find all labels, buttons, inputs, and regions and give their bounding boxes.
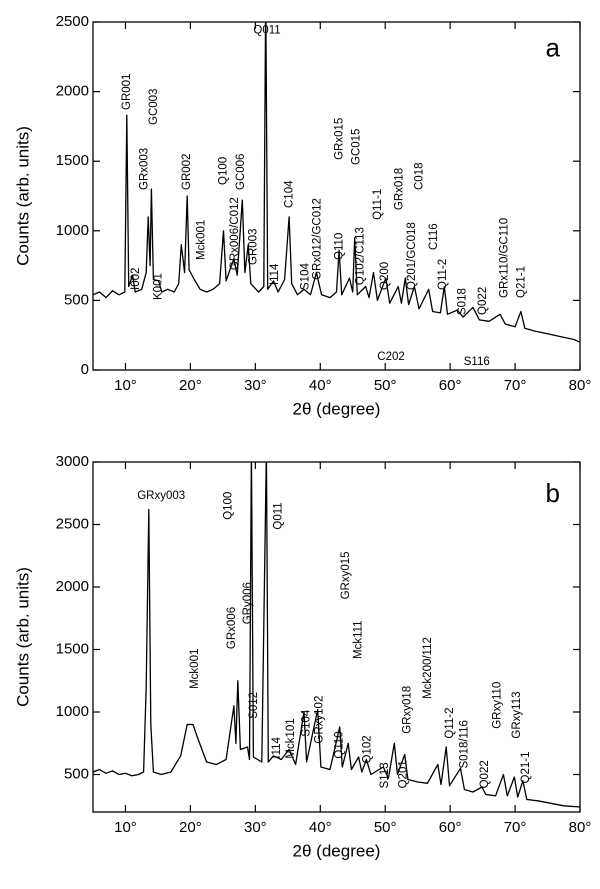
panel-label: a	[545, 33, 560, 63]
annotation: GRx018	[394, 168, 406, 210]
x-tick-label: 10°	[114, 819, 137, 836]
annotation: S104	[301, 709, 313, 736]
annotation: Q110	[334, 233, 346, 260]
annotation: Mck101	[285, 718, 297, 758]
plot-frame	[92, 461, 581, 813]
annotation: Q011	[253, 24, 280, 36]
x-tick-label: 80°	[569, 819, 592, 836]
annotation: C104	[284, 180, 296, 208]
y-axis-label: Counts (arb. units)	[13, 126, 32, 266]
annotation: Q102/C113	[355, 227, 367, 285]
x-tick-label: 20°	[179, 377, 202, 394]
annotation: GRx006	[226, 607, 238, 649]
y-tick-label: 3000	[56, 453, 89, 470]
annotation: GR001	[121, 74, 133, 110]
annotation: Q11-2	[437, 259, 449, 290]
annotation: Q11-1	[372, 189, 384, 220]
annotation: S113	[379, 762, 391, 788]
y-tick-label: 2500	[56, 13, 89, 30]
annotation: Q21-1	[520, 752, 532, 784]
y-tick-label: 1500	[56, 640, 89, 657]
annotation: S012	[248, 692, 260, 719]
annotation: C116	[428, 223, 440, 250]
annotation: S018	[457, 288, 469, 315]
x-tick-label: 50°	[374, 377, 397, 394]
annotation: GRx015	[334, 118, 346, 160]
x-tick-label: 10°	[114, 377, 137, 394]
annotation: GRxy113	[511, 692, 523, 739]
annotation: GC006	[235, 154, 247, 190]
x-tick-label: 40°	[309, 377, 332, 394]
y-tick-label: 2000	[56, 83, 89, 100]
annotation: GRy006	[242, 582, 254, 624]
annotation: GRx012/GC012	[312, 198, 324, 280]
x-tick-label: 20°	[179, 819, 202, 836]
annotation: Q11-2	[444, 707, 456, 738]
annotation: Q110	[334, 731, 346, 758]
annotation: Q011	[273, 502, 285, 529]
x-tick-label: 60°	[439, 377, 462, 394]
x-tick-label: 60°	[439, 819, 462, 836]
y-tick-label: 2500	[56, 515, 89, 532]
annotation: GRx110/GC110	[499, 218, 511, 298]
x-tick-label: 30°	[244, 377, 267, 394]
x-tick-label: 50°	[374, 819, 397, 836]
x-tick-label: 30°	[244, 819, 267, 836]
plot-frame	[92, 21, 581, 371]
x-tick-label: 70°	[504, 377, 527, 394]
annotation: Q100	[223, 492, 235, 520]
annotation: GRxy110	[492, 682, 504, 729]
annotation: Q21-1	[516, 266, 528, 298]
y-tick-label: 1000	[56, 703, 89, 720]
annotation: Mck200/112	[422, 637, 434, 699]
y-tick-label: 1000	[56, 222, 89, 239]
annotation: GRxy003	[137, 490, 185, 502]
annotation: I114	[269, 263, 281, 285]
annotation: GRxy018	[401, 686, 413, 734]
annotation: GRxy102	[314, 696, 326, 744]
annotation: Q022	[479, 760, 491, 788]
annotation: S116	[464, 356, 490, 368]
annotation: C202	[377, 351, 405, 363]
spectrum-line	[93, 22, 580, 343]
annotation: GRx003	[138, 148, 150, 190]
x-tick-label: 40°	[309, 819, 332, 836]
annotation: I114	[271, 736, 283, 758]
annotation: I002	[130, 268, 142, 290]
y-tick-label: 2000	[56, 578, 89, 595]
annotation: Q201	[397, 760, 409, 788]
annotation: GC003	[148, 89, 160, 125]
annotation: Mck001	[189, 649, 201, 689]
x-tick-label: 70°	[504, 819, 527, 836]
panel: 0 500 1000 1500 2000 2500 10° 20° 30° 40° 50° 60° 70…	[13, 13, 592, 419]
annotation: GRx006/C012	[229, 197, 241, 270]
annotation: S018/116	[458, 720, 470, 768]
annotation: GC015	[351, 129, 363, 165]
annotation: Mck001	[195, 220, 207, 260]
annotation: Q102	[362, 735, 374, 763]
annotation: C018	[414, 163, 426, 191]
panel-label: b	[545, 478, 559, 508]
annotation: GR002	[181, 154, 193, 190]
annotation: S104	[299, 263, 311, 290]
y-tick-label: 1500	[56, 152, 89, 169]
x-tick-label: 80°	[569, 377, 592, 394]
annotation: Q022	[477, 287, 489, 315]
annotation: GRxy015	[340, 551, 352, 599]
annotation: Q100	[218, 157, 230, 185]
y-tick-label: 500	[64, 765, 89, 782]
panel: 500 1000 1500 2000 2500 3000 10° 20° 30° 40° 50° 60…	[13, 453, 592, 861]
x-axis-label: 2θ (degree)	[293, 841, 381, 860]
spectrum-line	[93, 462, 580, 808]
annotation: K001	[153, 273, 165, 300]
annotation: Q200	[379, 262, 391, 290]
y-axis-label: Counts (arb. units)	[13, 567, 32, 707]
annotation: Q201/GC018	[406, 222, 418, 290]
annotation: Mck111	[353, 620, 365, 659]
x-axis-label: 2θ (degree)	[293, 399, 381, 418]
annotation: GR003	[247, 229, 259, 265]
y-tick-label: 500	[64, 291, 89, 308]
y-tick-label: 0	[81, 361, 89, 378]
